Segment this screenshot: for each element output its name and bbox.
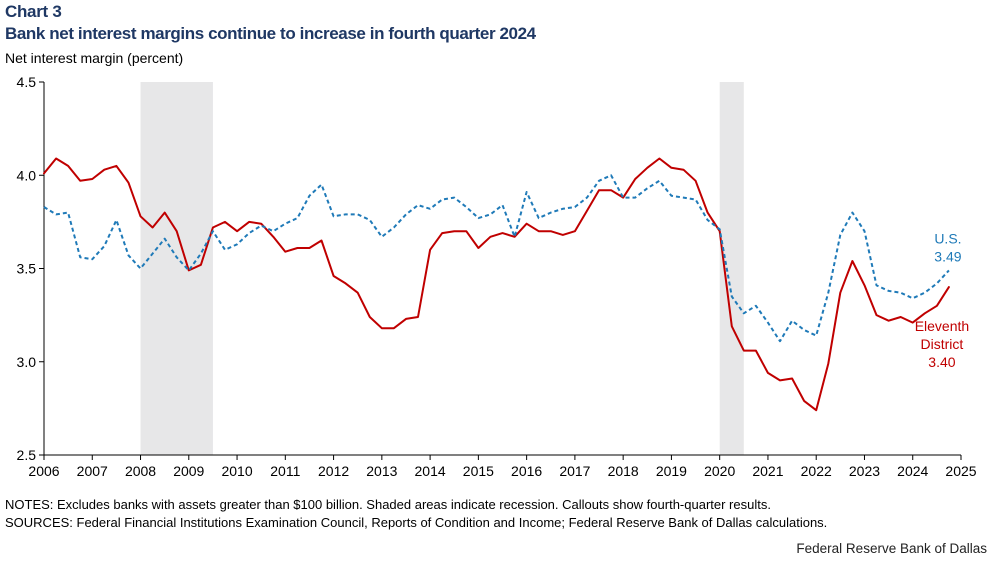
x-tick-label: 2016 bbox=[511, 463, 542, 479]
chart-number-label: Chart 3 bbox=[5, 2, 62, 21]
x-tick-label: 2019 bbox=[656, 463, 687, 479]
eleventh-district-callout: Eleventh District 3.40 bbox=[915, 318, 969, 370]
x-tick-label: 2018 bbox=[608, 463, 639, 479]
credit-line: Federal Reserve Bank of Dallas bbox=[796, 541, 987, 556]
x-tick-label: 2010 bbox=[221, 463, 252, 479]
chart-title: Bank net interest margins continue to in… bbox=[5, 24, 536, 43]
callout-line: 3.49 bbox=[934, 248, 961, 264]
recession-band-1 bbox=[140, 82, 213, 455]
us-callout: U.S. 3.49 bbox=[934, 230, 961, 264]
chart-notes: NOTES: Excludes banks with assets greate… bbox=[5, 497, 771, 512]
x-tick-label: 2009 bbox=[173, 463, 204, 479]
tick-labels: 2.5 3.0 3.5 4.0 4.5 2006 2007 2008 2009 2010 2011 2… bbox=[17, 74, 977, 479]
y-tick-label: 4.0 bbox=[17, 167, 37, 183]
series-lines bbox=[43, 157, 950, 412]
x-tick-label: 2008 bbox=[125, 463, 156, 479]
y-tick-label: 3.5 bbox=[17, 261, 37, 277]
eleventh-district-series-line bbox=[43, 157, 950, 412]
x-tick-label: 2021 bbox=[752, 463, 783, 479]
x-tick-label: 2011 bbox=[270, 463, 300, 479]
x-tick-label: 2015 bbox=[463, 463, 494, 479]
callout-line: 3.40 bbox=[928, 354, 955, 370]
x-tick-label: 2012 bbox=[318, 463, 349, 479]
y-tick-label: 2.5 bbox=[17, 447, 37, 463]
y-tick-label: 4.5 bbox=[17, 74, 37, 90]
y-axis-label: Net interest margin (percent) bbox=[5, 50, 184, 66]
x-tick-label: 2007 bbox=[77, 463, 108, 479]
x-tick-label: 2023 bbox=[849, 463, 880, 479]
x-tick-label: 2022 bbox=[801, 463, 832, 479]
callout-line: Eleventh bbox=[915, 318, 969, 334]
x-tick-label: 2006 bbox=[28, 463, 59, 479]
chart-plot: 2.5 3.0 3.5 4.0 4.5 2006 2007 2008 2009 2010 2011 2… bbox=[17, 74, 977, 479]
recession-band-2 bbox=[719, 82, 744, 455]
callout-line: U.S. bbox=[934, 230, 961, 246]
x-tick-label: 2013 bbox=[366, 463, 397, 479]
chart-sources: SOURCES: Federal Financial Institutions … bbox=[5, 515, 828, 530]
x-tick-label: 2020 bbox=[704, 463, 735, 479]
callout-line: District bbox=[921, 336, 964, 352]
us-series-line bbox=[43, 174, 950, 343]
callout-labels: U.S. 3.49 Eleventh District 3.40 bbox=[915, 230, 969, 370]
x-tick-label: 2025 bbox=[945, 463, 976, 479]
x-tick-label: 2017 bbox=[559, 463, 590, 479]
x-tick-label: 2024 bbox=[897, 463, 928, 479]
y-tick-label: 3.0 bbox=[17, 354, 37, 370]
recession-bands bbox=[140, 82, 744, 455]
x-tick-label: 2014 bbox=[415, 463, 446, 479]
